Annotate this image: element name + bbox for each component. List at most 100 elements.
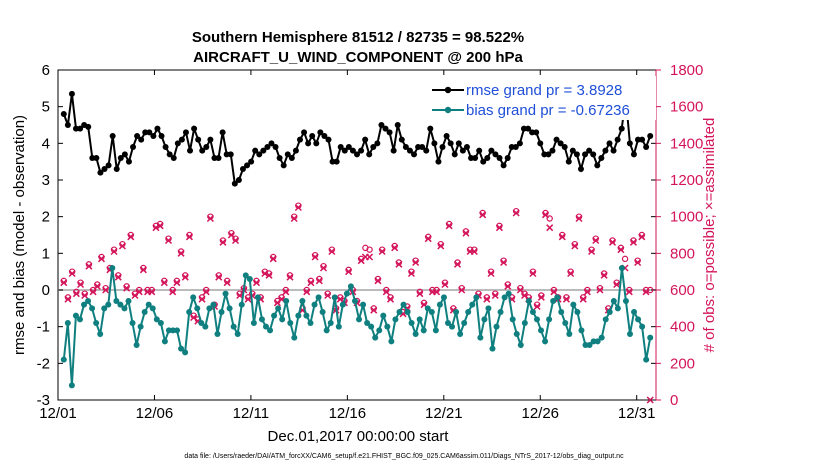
rmse-point — [121, 151, 128, 158]
rmse-point — [105, 162, 112, 169]
bias-point — [558, 309, 565, 315]
rmse-point — [305, 140, 312, 147]
rmse-point — [284, 151, 291, 158]
obs-assimilated-point — [550, 288, 558, 296]
bias-point — [489, 345, 496, 352]
bias-point — [364, 320, 371, 326]
bias-point — [622, 298, 629, 304]
rmse-point — [101, 166, 108, 172]
rmse-point — [345, 144, 352, 150]
bias-point — [428, 309, 435, 315]
bias-point — [513, 331, 520, 337]
obs-assimilated-point — [110, 247, 118, 256]
rmse-point — [215, 155, 222, 161]
obs-assimilated-point — [629, 238, 637, 246]
obs-assimilated-point — [85, 262, 93, 270]
obs-assimilated-point — [261, 269, 269, 278]
rmse-point — [439, 144, 446, 150]
obs-assimilated-point — [642, 288, 650, 296]
rmse-point — [577, 166, 584, 172]
bias-point — [117, 301, 124, 308]
y-tick-label-right: 200 — [670, 355, 695, 372]
y-tick-label-left: 4 — [42, 135, 50, 152]
rmse-point — [280, 162, 287, 169]
obs-assimilated-point — [546, 224, 554, 232]
bias-point — [356, 316, 363, 323]
obs-assimilated-point — [370, 306, 378, 314]
obs-assimilated-point — [374, 277, 382, 285]
obs-assimilated-point — [433, 288, 441, 296]
bias-point — [258, 316, 265, 323]
rmse-point — [639, 136, 646, 143]
bias-point — [319, 309, 326, 315]
bias-point — [129, 320, 136, 326]
y-tick-label-left: 1 — [42, 245, 50, 262]
bias-point — [125, 298, 132, 304]
bias-point — [626, 331, 633, 337]
bias-point — [198, 320, 205, 326]
bias-point — [275, 305, 282, 312]
bias-point — [525, 298, 532, 304]
rmse-point — [146, 129, 153, 136]
obs-assimilated-point — [223, 279, 231, 287]
rmse-point — [256, 151, 263, 158]
obs-assimilated-point — [135, 288, 143, 296]
bias-point — [400, 301, 407, 308]
rmse-point — [337, 144, 344, 150]
rmse-point — [553, 136, 560, 143]
obs-assimilated-point — [529, 269, 537, 278]
bias-point — [194, 305, 201, 312]
bias-point — [279, 316, 286, 323]
bias-point — [287, 320, 294, 326]
bias-point — [546, 316, 553, 323]
obs-assimilated-point — [516, 286, 524, 294]
rmse-point — [590, 151, 597, 158]
obs-assimilated-point — [152, 224, 160, 232]
rmse-point — [77, 125, 84, 132]
rmse-point — [260, 147, 267, 154]
bias-point — [404, 309, 411, 315]
bias-point — [392, 316, 399, 323]
rmse-point — [411, 151, 418, 158]
rmse-point — [317, 129, 324, 136]
obs-assimilated-point — [625, 288, 633, 296]
rmse-point — [374, 140, 381, 147]
y-tick-label-right: 800 — [670, 245, 695, 262]
obs-assimilated-point — [366, 253, 374, 261]
bias-point — [267, 327, 274, 334]
bias-point — [562, 320, 569, 326]
bias-point — [214, 331, 221, 337]
rmse-point — [390, 147, 397, 154]
bias-point — [105, 301, 112, 308]
bias-point — [331, 294, 338, 301]
rmse-point — [109, 133, 116, 139]
obs-assimilated-point — [118, 242, 126, 250]
bias-point — [186, 309, 193, 315]
obs-assimilated-point — [579, 295, 587, 303]
obs-assimilated-point — [60, 279, 68, 287]
bias-point — [517, 342, 524, 348]
bias-point — [335, 323, 342, 330]
rmse-point — [117, 155, 124, 161]
y-tick-label-left: -1 — [37, 319, 50, 336]
obs-assimilated-point — [102, 286, 110, 294]
rmse-point — [182, 129, 189, 136]
obs-assimilated-point — [286, 273, 294, 281]
bias-point — [586, 342, 593, 348]
obs-assimilated-point — [437, 242, 445, 250]
bias-point — [242, 272, 249, 279]
obs-assimilated-point — [93, 282, 101, 290]
rmse-point — [394, 122, 401, 128]
rmse-point — [647, 133, 654, 139]
chart-subtitle: AIRCRAFT_U_WIND_COMPONENT @ 200 hPa — [193, 49, 523, 66]
bias-point — [327, 320, 334, 326]
rmse-point — [252, 147, 259, 154]
rmse-point — [386, 129, 393, 136]
bias-point — [408, 320, 415, 326]
bias-point — [174, 327, 181, 334]
rmse-point — [166, 151, 173, 158]
bias-point — [380, 312, 387, 319]
obs-assimilated-point — [583, 288, 591, 296]
rmse-point — [113, 166, 120, 172]
